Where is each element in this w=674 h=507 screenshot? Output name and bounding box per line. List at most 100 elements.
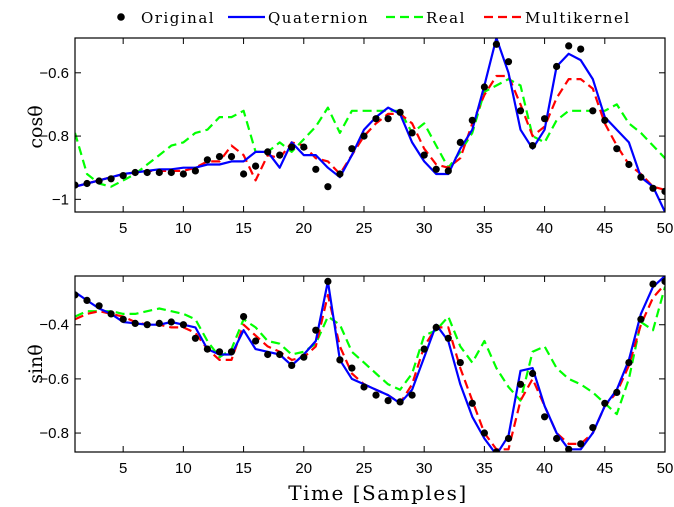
cos-original-point — [480, 83, 488, 91]
sin-original-point — [227, 348, 236, 356]
cos-original-point — [179, 170, 187, 178]
sin-original-point — [637, 315, 645, 323]
cos-ylabel: cosθ — [25, 105, 47, 148]
cos-original-point — [252, 162, 260, 170]
sin-original-point — [649, 280, 657, 288]
sin-series-real — [75, 286, 665, 416]
sin-original-point — [553, 434, 561, 443]
sin-original-point — [468, 399, 476, 407]
sin-original-point — [288, 361, 296, 369]
sin-original-point — [516, 380, 525, 388]
cos-xtick-label: 5 — [119, 220, 127, 237]
sin-ytick-label: −0.8 — [39, 425, 69, 442]
cos-original-point — [577, 45, 585, 53]
cos-original-point — [264, 148, 272, 156]
cos-original-point — [240, 170, 248, 178]
sin-xtick-label: 35 — [476, 460, 493, 477]
legend-original-label: Original — [141, 9, 215, 27]
cos-original-point — [191, 167, 199, 175]
sin-series-multikernel — [75, 283, 665, 451]
cos-original-point — [456, 138, 464, 146]
sin-original-point — [131, 319, 139, 327]
sin-plot-area — [75, 276, 665, 452]
cos-original-point — [529, 142, 537, 150]
sin-original-point — [119, 315, 127, 323]
cos-series-quaternion — [75, 38, 665, 212]
cos-original-point — [384, 115, 392, 123]
cos-axes-frame — [74, 37, 666, 213]
cos-original-point — [444, 167, 452, 175]
sin-xtick-label: 20 — [295, 460, 312, 477]
cos-xtick-label: 20 — [295, 220, 312, 237]
cos-original-point — [348, 145, 356, 153]
sin-original-point — [360, 383, 368, 391]
sin-original-point — [565, 445, 573, 452]
sin-original-point — [541, 413, 549, 421]
sin-xtick-label: 50 — [657, 460, 674, 477]
cos-xtick-label: 50 — [657, 220, 674, 237]
sin-original-point — [492, 448, 500, 452]
cos-xtick-label: 10 — [175, 220, 192, 237]
cos-xtick-label: 45 — [596, 220, 613, 237]
cos-original-point — [420, 151, 428, 159]
sin-original-point — [372, 391, 380, 399]
sin-original-point — [143, 321, 151, 329]
sin-xtick-label: 5 — [119, 460, 127, 477]
cos-original-point — [565, 42, 573, 50]
cos-original-point — [468, 116, 476, 124]
cos-original-point — [119, 172, 127, 180]
cos-original-point — [300, 143, 308, 151]
cos-series-real — [75, 77, 665, 188]
sin-original-point — [384, 397, 392, 405]
cos-original-point — [516, 107, 525, 115]
sin-original-point — [264, 350, 272, 359]
sin-axes-frame — [74, 275, 666, 453]
cos-original-point — [613, 145, 621, 153]
sin-original-point — [83, 296, 91, 304]
legend: Original Quaternion Real Multikernel — [117, 9, 629, 27]
cos-original-point — [601, 116, 609, 124]
sin-original-point — [75, 291, 79, 299]
sin-ylabel: sinθ — [25, 344, 47, 384]
x-axis-label: Time [Samples] — [288, 481, 467, 505]
cos-ytick-label: −0.8 — [39, 128, 69, 145]
cos-original-point — [288, 143, 296, 151]
sin-xtick-label: 30 — [416, 460, 433, 477]
sin-original-point — [529, 369, 537, 378]
cos-xtick-label: 40 — [536, 220, 553, 237]
sin-original-point — [203, 345, 211, 353]
sin-original-point — [300, 353, 308, 361]
cos-ytick-label: −0.6 — [39, 65, 69, 82]
cos-original-point — [131, 168, 139, 177]
cos-original-point — [649, 184, 657, 192]
sin-original-point — [396, 398, 404, 406]
sin-xtick-label: 25 — [356, 460, 373, 477]
sin-original-point — [577, 440, 585, 448]
cos-plot-area — [75, 38, 665, 212]
sin-original-point — [240, 313, 248, 321]
sin-original-point — [179, 321, 187, 329]
sin-original-point — [601, 399, 609, 407]
sin-xtick-label: 40 — [536, 460, 553, 477]
sin-original-point — [276, 350, 284, 359]
cos-original-point — [504, 58, 513, 66]
cos-original-point — [625, 160, 633, 169]
cos-original-point — [95, 177, 103, 185]
sin-original-point — [95, 302, 103, 310]
cos-xtick-label: 15 — [235, 220, 252, 237]
sin-original-point — [504, 434, 513, 443]
cos-xtick-label: 25 — [356, 220, 373, 237]
legend-real-label: Real — [426, 9, 466, 27]
cos-original-point — [83, 179, 91, 188]
sin-original-point — [252, 337, 260, 345]
sin-original-point — [456, 359, 464, 367]
cos-original-point — [661, 187, 665, 195]
sin-original-point — [420, 345, 428, 353]
cos-original-point — [215, 153, 224, 161]
cos-original-point — [276, 151, 284, 159]
cos-original-point — [541, 115, 549, 123]
sin-original-point — [336, 356, 344, 364]
cos-panel: 5 10 15 20 25 30 35 40 45 50 −1 −0.8 −0.6 — [39, 37, 674, 237]
cos-original-point — [637, 173, 645, 181]
cos-original-point — [312, 165, 320, 173]
